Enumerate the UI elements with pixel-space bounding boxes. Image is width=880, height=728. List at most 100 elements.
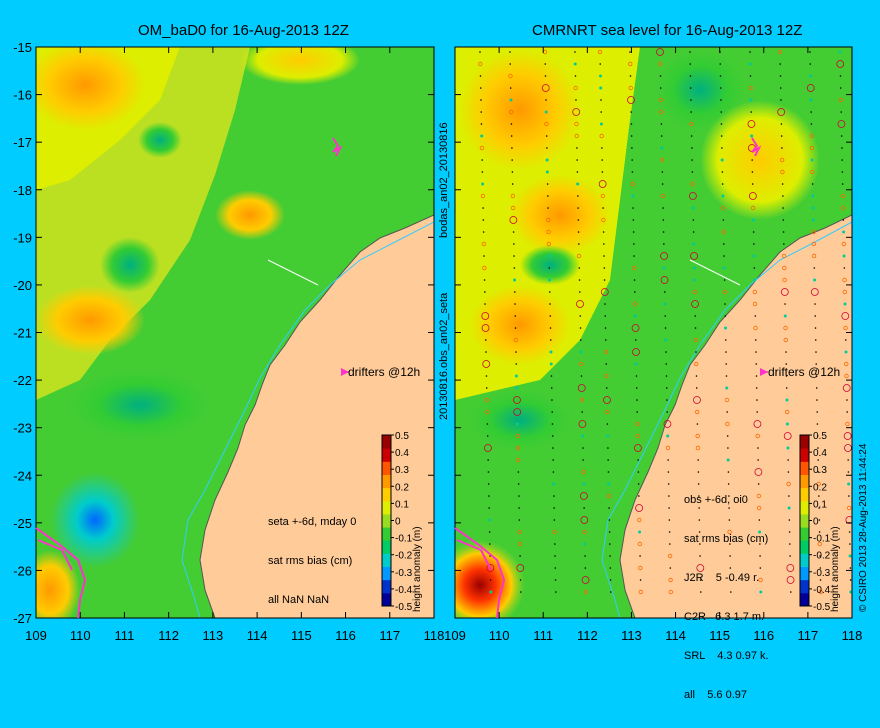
obs-marker: [481, 241, 487, 247]
x-tick-label: 117: [798, 628, 819, 643]
x-tick-label: 113: [621, 628, 642, 643]
obs-dot: [818, 507, 820, 509]
obs-dot: [727, 471, 730, 473]
obs-marker: [842, 384, 851, 392]
obs-marker: [844, 373, 849, 379]
obs-marker: [599, 86, 603, 90]
y-tick-label: -22: [13, 373, 32, 388]
obs-marker: [758, 577, 763, 583]
obs-marker: [546, 217, 551, 223]
colorbar-segment: [800, 435, 809, 449]
obs-marker: [841, 312, 850, 320]
obs-dot: [782, 195, 784, 197]
obs-dot: [486, 423, 489, 425]
obs-dot: [780, 99, 782, 101]
obs-dot: [663, 243, 665, 245]
obs-dot: [480, 111, 483, 113]
obs-marker: [785, 409, 790, 415]
obs-marker: [576, 182, 580, 186]
obs-dot: [815, 375, 818, 377]
obs-marker: [515, 422, 519, 426]
obs-marker: [690, 252, 698, 260]
obs-marker: [603, 396, 611, 404]
obs-marker: [720, 158, 724, 162]
obs-dot: [484, 303, 486, 305]
colorbar-tick-label: 0: [813, 517, 819, 528]
obs-dot: [816, 423, 819, 425]
obs-dot: [691, 159, 693, 161]
obs-dot: [607, 459, 609, 461]
obs-dot: [660, 135, 663, 137]
left-map: [36, 47, 434, 618]
obs-dot: [665, 351, 667, 353]
obs-dot: [515, 351, 517, 353]
obs-dot: [755, 363, 758, 365]
obs-dot: [660, 123, 663, 125]
obs-dot: [545, 135, 548, 137]
obs-dot: [637, 459, 639, 461]
obs-marker: [843, 432, 852, 440]
obs-dot: [483, 279, 486, 281]
obs-dot: [551, 411, 553, 413]
obs-marker: [632, 348, 640, 356]
obs-dot: [781, 147, 783, 149]
obs-dot: [662, 207, 664, 209]
obs-dot: [689, 63, 692, 65]
obs-marker: [785, 398, 789, 402]
obs-dot: [841, 147, 843, 149]
obs-marker: [666, 434, 670, 438]
obs-marker: [545, 158, 549, 162]
obs-marker: [809, 133, 814, 139]
obs-dot: [697, 459, 699, 461]
obs-marker: [752, 254, 756, 258]
obs-marker: [810, 158, 814, 162]
obs-marker: [753, 420, 762, 428]
obs-marker: [754, 468, 763, 476]
obs-dot: [729, 567, 732, 569]
obs-marker: [598, 74, 602, 78]
drifter-track: [454, 527, 506, 619]
colorbar-tick-label: 0.4: [813, 448, 827, 459]
obs-dot: [486, 435, 489, 437]
obs-marker: [514, 374, 518, 378]
obs-marker: [510, 205, 516, 211]
obs-dot: [757, 447, 759, 449]
obs-dot: [689, 75, 692, 77]
left-stats-line: sat rms bias (cm): [268, 555, 353, 567]
y-tick-label: -26: [13, 563, 32, 578]
obs-marker: [810, 169, 815, 175]
obs-marker: [481, 182, 485, 186]
obs-dot: [697, 471, 700, 473]
obs-marker: [780, 288, 789, 296]
obs-dot: [554, 555, 556, 557]
obs-dot: [849, 543, 851, 545]
left-stats-line: seta +-6d, mday 0: [268, 516, 357, 528]
obs-dot: [552, 471, 555, 473]
obs-marker: [637, 541, 643, 547]
obs-marker: [603, 349, 609, 355]
obs-marker: [720, 205, 726, 211]
obs-dot: [511, 147, 513, 149]
obs-dot: [630, 135, 633, 137]
obs-marker: [845, 516, 852, 524]
obs-marker: [842, 230, 846, 234]
x-tick-label: 117: [379, 628, 400, 643]
obs-dot: [728, 495, 730, 497]
x-tick-label: 111: [533, 628, 553, 643]
x-tick-label: 114: [665, 628, 686, 643]
obs-dot: [698, 519, 701, 521]
obs-marker: [691, 300, 699, 308]
obs-dot: [809, 63, 812, 65]
obs-dot: [819, 567, 822, 569]
obs-marker: [842, 254, 846, 258]
obs-marker: [635, 421, 640, 427]
obs-marker: [843, 325, 848, 331]
obs-marker: [487, 518, 491, 522]
obs-marker: [545, 170, 549, 174]
obs-marker: [747, 120, 756, 128]
drifter-track: [332, 137, 343, 157]
obs-dot: [488, 507, 490, 509]
obs-dot: [700, 591, 702, 593]
obs-marker: [662, 266, 666, 270]
obs-dot: [726, 411, 728, 413]
